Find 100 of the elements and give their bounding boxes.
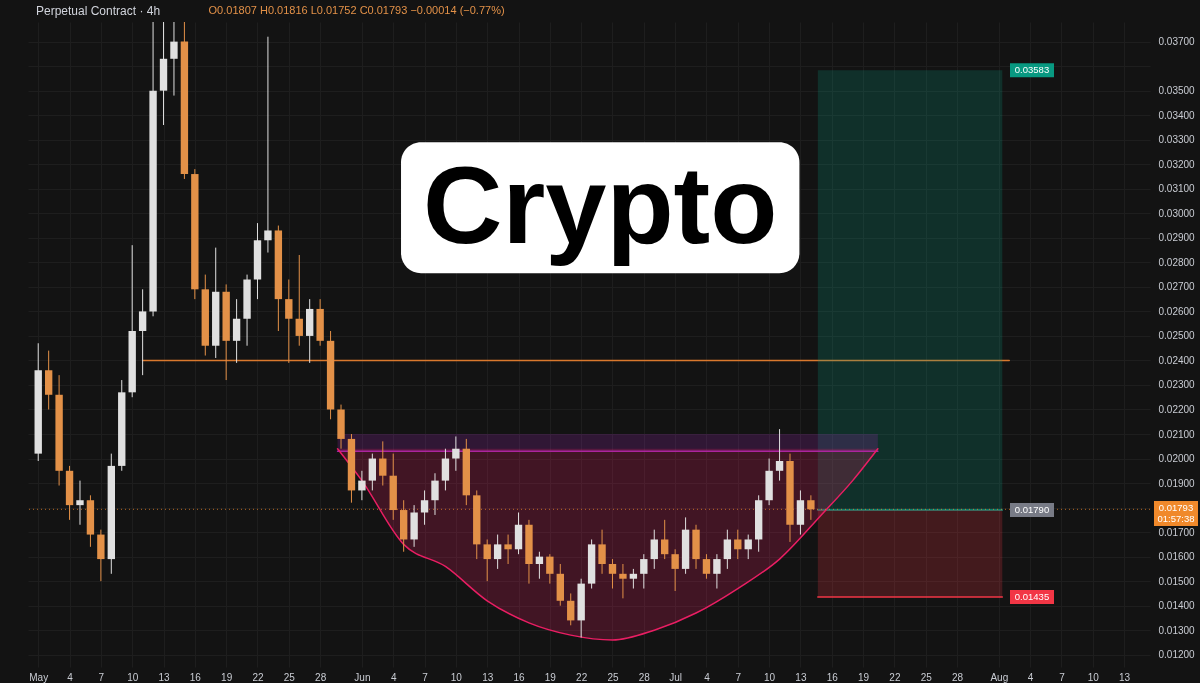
candlestick (420, 489, 429, 526)
y-tick-label: 0.01200 (1158, 649, 1196, 661)
candlestick (734, 529, 742, 560)
x-tick-label: 4 (390, 671, 397, 683)
x-tick-label: Jul (669, 671, 683, 683)
annotation: Crypto (422, 143, 778, 267)
candlestick (608, 558, 617, 590)
x-tick-label: 13 (1119, 671, 1131, 683)
candlestick (483, 538, 491, 582)
candlestick (295, 254, 303, 347)
x-tick-label: 4 (67, 671, 74, 683)
x-tick-label: 16 (189, 671, 202, 683)
candlestick (358, 470, 366, 501)
x-tick-label: 25 (920, 671, 933, 683)
x-tick-label: 19 (221, 671, 233, 683)
candlestick (650, 529, 658, 570)
y-tick-label: 0.02600 (1158, 305, 1196, 317)
candlestick (170, 21, 178, 97)
x-tick-label: 10 (1087, 671, 1100, 683)
y-tick-label: 0.01300 (1158, 624, 1196, 636)
x-tick-label: 4 (1027, 671, 1034, 683)
x-tick-label: 28 (951, 671, 964, 683)
x-tick-label: Aug (990, 671, 1009, 683)
candlestick (546, 553, 554, 585)
y-tick-label: 0.02700 (1158, 281, 1196, 293)
x-tick-label: 22 (576, 671, 588, 683)
x-tick-label: 22 (889, 671, 901, 683)
candlestick (640, 553, 648, 590)
candlestick (723, 529, 732, 570)
candlestick (264, 36, 272, 254)
candlestick (232, 298, 241, 364)
x-tick-label: 7 (422, 671, 429, 683)
candlestick (619, 563, 627, 599)
candlestick (452, 435, 460, 472)
candlestick (661, 519, 669, 560)
y-tick-label: 0.01900 (1158, 477, 1196, 489)
candlestick (285, 279, 293, 364)
x-tick-label: 10 (764, 671, 776, 683)
y-tick-label: 0.02000 (1158, 453, 1196, 465)
x-tick-label: 19 (858, 671, 870, 683)
x-tick-label: 4 (704, 671, 711, 683)
x-tick-label: 16 (826, 671, 839, 683)
x-tick-label: May (29, 671, 49, 683)
y-tick-label: 0.03000 (1158, 207, 1196, 219)
candlestick (671, 548, 679, 592)
x-tick-label: 28 (315, 671, 327, 683)
x-tick-label: 7 (98, 671, 105, 683)
annotation: 0.01435 (1014, 591, 1050, 603)
candlestick (629, 568, 638, 590)
x-tick-label: Jun (354, 671, 371, 683)
annotation: 0.03583 (1014, 64, 1050, 76)
y-tick-label: 0.01700 (1158, 526, 1196, 538)
x-tick-label: 10 (450, 671, 463, 683)
x-tick-label: 7 (735, 671, 742, 683)
candlestick (493, 534, 502, 570)
y-tick-label: 0.03400 (1158, 109, 1196, 121)
y-tick-label: 0.03500 (1158, 85, 1196, 97)
annotation: 0.01790 (1014, 504, 1050, 516)
y-tick-label: 0.03200 (1158, 158, 1196, 170)
x-tick-label: 16 (513, 671, 526, 683)
y-tick-label: 0.02100 (1158, 428, 1196, 440)
y-tick-label: 0.01600 (1158, 551, 1196, 563)
x-tick-label: 28 (638, 671, 651, 683)
candlestick (431, 472, 439, 516)
y-tick-label: 0.03100 (1158, 183, 1196, 195)
candlestick (775, 428, 784, 482)
candlestick (535, 551, 544, 580)
y-tick-label: 0.02500 (1158, 330, 1196, 342)
candlestick (702, 553, 711, 580)
y-tick-label: 0.01400 (1158, 600, 1196, 612)
candlestick (379, 440, 387, 487)
candlestick (138, 288, 147, 376)
chart-title: Perpetual Contract · 4h (36, 4, 161, 18)
x-tick-label: 19 (544, 671, 557, 683)
y-tick-label: 0.02400 (1158, 354, 1196, 366)
x-tick-label: 13 (795, 671, 807, 683)
candlestick (807, 494, 815, 521)
y-tick-label: 0.03300 (1158, 134, 1196, 146)
candlestick (744, 534, 752, 560)
x-tick-label: 22 (252, 671, 264, 683)
x-tick-label: 25 (607, 671, 619, 683)
candlestick (567, 592, 575, 626)
candlestick (598, 529, 606, 575)
candlestick (76, 480, 84, 526)
y-tick-label: 0.03700 (1158, 36, 1196, 48)
candlestick (441, 448, 450, 491)
candlestick (368, 453, 377, 491)
y-tick-label: 0.02900 (1158, 232, 1196, 244)
ref-line-label: 0.01793 01:57:38 (1157, 502, 1195, 525)
y-tick-label: 0.02300 (1158, 379, 1196, 391)
y-tick-label: 0.01500 (1158, 575, 1196, 587)
x-tick-label: 10 (127, 671, 139, 683)
x-tick-label: 7 (1059, 671, 1066, 683)
candlestick (713, 553, 721, 590)
y-tick-label: 0.02200 (1158, 403, 1196, 415)
chart-subtitle: O0.01807 H0.01816 L0.01752 C0.01793 −0.00014 (−0.77%) (208, 4, 505, 16)
candlestick (504, 534, 512, 565)
y-tick-label: 0.02800 (1158, 256, 1196, 268)
x-tick-label: 25 (283, 671, 296, 683)
x-tick-label: 13 (482, 671, 494, 683)
